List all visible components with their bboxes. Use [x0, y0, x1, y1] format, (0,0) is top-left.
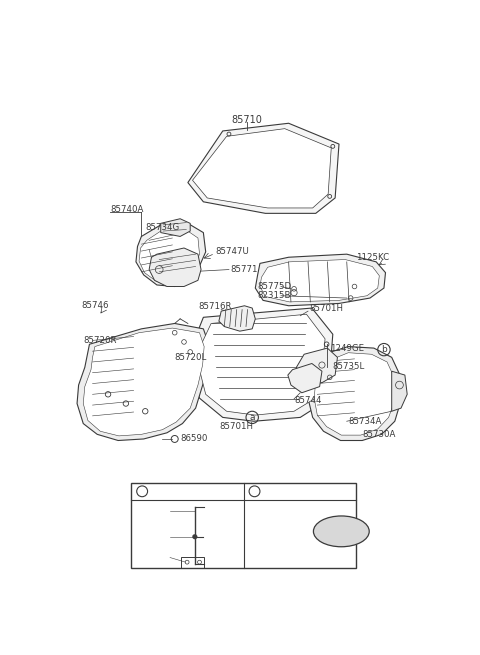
Text: a: a	[250, 413, 255, 422]
Text: 85701H: 85701H	[220, 422, 254, 431]
Polygon shape	[314, 353, 395, 435]
Bar	[181, 557, 204, 567]
Polygon shape	[219, 306, 255, 331]
Polygon shape	[136, 223, 206, 286]
Text: a: a	[139, 487, 145, 496]
Text: 1336JA: 1336JA	[139, 533, 169, 541]
Text: 1249GE: 1249GE	[330, 344, 364, 352]
Circle shape	[192, 534, 197, 539]
Polygon shape	[161, 219, 190, 236]
Text: 85710: 85710	[231, 115, 262, 125]
Polygon shape	[296, 348, 337, 383]
Polygon shape	[392, 371, 407, 411]
Text: 85720L: 85720L	[175, 353, 207, 362]
Polygon shape	[255, 254, 385, 306]
Polygon shape	[139, 229, 200, 284]
Text: 85744: 85744	[294, 396, 322, 405]
Polygon shape	[308, 346, 401, 441]
Text: 85734G: 85734G	[145, 223, 180, 232]
Text: b: b	[252, 487, 257, 496]
Text: 84129: 84129	[271, 486, 301, 496]
Text: 85734A: 85734A	[348, 417, 382, 426]
Text: 85791C: 85791C	[139, 553, 172, 562]
Polygon shape	[192, 308, 333, 421]
Polygon shape	[288, 364, 322, 393]
Text: 1416LF: 1416LF	[139, 506, 171, 515]
Polygon shape	[83, 328, 204, 436]
Bar	[132, 483, 356, 567]
Text: 85747U: 85747U	[215, 248, 249, 256]
Text: 86590: 86590	[180, 434, 207, 443]
Text: 85730A: 85730A	[362, 430, 396, 439]
Text: 85746: 85746	[82, 301, 109, 310]
Text: 85720R: 85720R	[83, 336, 117, 345]
Polygon shape	[200, 314, 325, 415]
Polygon shape	[149, 248, 201, 286]
Polygon shape	[260, 259, 379, 302]
Text: 85771: 85771	[230, 265, 258, 274]
Text: 85716R: 85716R	[198, 302, 231, 311]
Text: 85701H: 85701H	[310, 303, 344, 312]
Polygon shape	[188, 123, 339, 214]
Text: 85735L: 85735L	[333, 362, 365, 371]
Text: 82315B: 82315B	[258, 291, 291, 300]
Text: b: b	[381, 345, 387, 354]
Text: 85775D: 85775D	[258, 282, 292, 291]
Ellipse shape	[313, 516, 369, 547]
Text: 1125KC: 1125KC	[356, 253, 389, 262]
Polygon shape	[77, 324, 209, 441]
Polygon shape	[192, 128, 331, 208]
Text: 85740A: 85740A	[110, 205, 144, 214]
